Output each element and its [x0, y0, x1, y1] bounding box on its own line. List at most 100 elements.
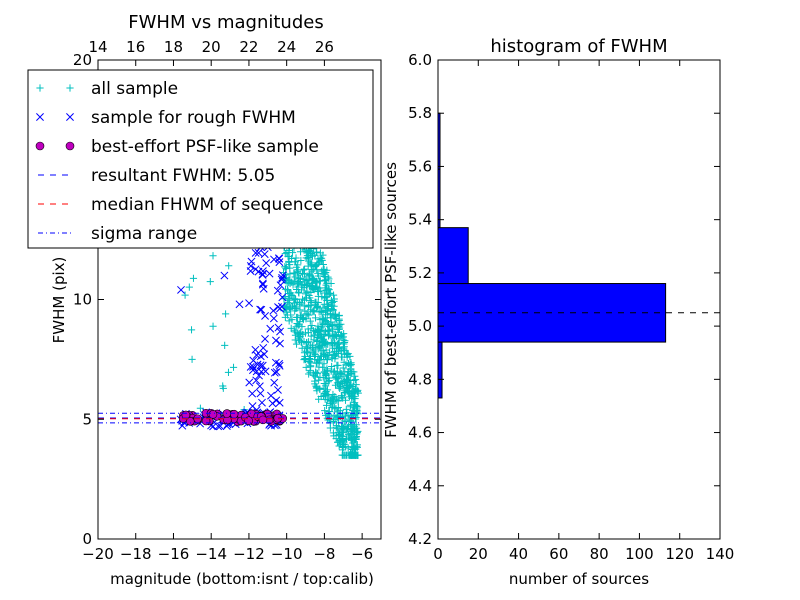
legend-entry: sample for rough FWHM — [36, 108, 296, 128]
plus-marker — [331, 314, 339, 322]
plus-marker — [307, 325, 315, 333]
plus-marker — [303, 247, 311, 256]
plus-marker — [322, 401, 331, 410]
plus-marker — [333, 412, 341, 420]
legend: all sample sample for rough FWHM best-effo… — [27, 69, 374, 249]
plus-marker — [281, 250, 289, 258]
legend-entry: median FHWM of sequence — [38, 195, 323, 215]
histogram-bar — [437, 227, 469, 285]
plus-marker — [298, 269, 307, 278]
x-marker — [258, 270, 267, 279]
plus-marker — [314, 333, 322, 341]
plus-marker — [282, 263, 290, 271]
plus-marker — [305, 370, 313, 378]
plus-marker — [308, 259, 316, 267]
x-marker — [276, 304, 284, 313]
x-tick-label: 40 — [509, 545, 528, 563]
plus-marker — [313, 369, 322, 377]
plus-marker — [323, 296, 331, 304]
x-tick-label: 0 — [433, 545, 443, 563]
circle-marker — [65, 141, 75, 151]
x-marker — [257, 305, 266, 314]
plus-marker — [66, 84, 74, 92]
plus-marker — [337, 370, 345, 378]
plus-marker — [323, 314, 331, 322]
fwhm-histogram-plot: 0 20 40 60 80 100 120 140 4.2 4.4 4.6 4.8 5.0 5.2 5.4 5… — [382, 36, 734, 588]
x-marker — [255, 382, 264, 391]
y-tick-label: 5 — [82, 410, 92, 428]
plus-marker — [333, 368, 341, 376]
plus-marker — [328, 362, 336, 371]
plus-marker — [332, 315, 341, 323]
x-marker — [272, 368, 281, 376]
plus-marker — [325, 275, 333, 283]
plus-marker — [334, 396, 342, 404]
top-tick-label: 20 — [202, 38, 221, 56]
y-tick-label: 6.0 — [408, 51, 432, 69]
x-marker — [251, 248, 260, 257]
plus-marker — [315, 376, 323, 384]
plus-marker — [326, 349, 334, 357]
y-tick-label: 5.4 — [408, 211, 432, 229]
plus-marker — [353, 441, 361, 449]
plus-marker — [318, 315, 326, 323]
right-y-axis-label: FWHM of best-effort PSF-like sources — [382, 162, 400, 438]
plus-marker — [328, 404, 336, 412]
x-marker — [252, 376, 261, 385]
plus-marker — [296, 248, 305, 256]
plus-marker — [334, 438, 342, 446]
left-y-axis-label: FWHM (pix) — [50, 257, 68, 344]
x-marker — [257, 367, 266, 376]
plus-marker — [219, 384, 227, 392]
plus-marker — [285, 276, 293, 284]
plus-marker — [299, 281, 307, 289]
x-marker — [220, 271, 229, 280]
plus-marker — [292, 303, 300, 311]
y-tick-label: 4.2 — [408, 530, 432, 548]
plus-marker — [329, 291, 338, 299]
y-tick-label: 4.6 — [408, 424, 432, 442]
plus-marker — [309, 307, 317, 316]
plus-marker — [185, 283, 193, 291]
plus-marker — [308, 321, 316, 330]
plus-marker — [323, 356, 331, 364]
plus-marker — [221, 310, 230, 318]
plus-marker — [281, 313, 289, 321]
plus-marker — [221, 341, 229, 349]
plus-marker — [348, 451, 357, 459]
plus-marker — [351, 394, 359, 403]
x-marker — [278, 293, 287, 302]
plus-marker — [335, 383, 343, 391]
plus-marker — [306, 317, 314, 325]
plus-marker — [329, 306, 337, 314]
plus-marker — [321, 395, 329, 403]
x-marker — [273, 286, 282, 295]
x-tick-label: −10 — [271, 545, 303, 563]
plus-marker — [317, 287, 325, 295]
plus-marker — [337, 432, 345, 440]
plus-marker — [285, 257, 293, 265]
legend-label: sigma range — [91, 224, 197, 244]
plus-marker — [343, 409, 351, 417]
x-marker — [247, 257, 256, 266]
plus-marker — [343, 435, 351, 443]
plus-marker — [339, 443, 347, 451]
plus-marker — [224, 368, 233, 376]
plus-marker — [339, 425, 347, 433]
x-marker — [260, 250, 269, 259]
plus-marker — [292, 323, 300, 331]
x-tick-label: 140 — [706, 545, 735, 563]
plus-marker — [326, 310, 334, 318]
plus-marker — [330, 432, 338, 440]
y-tick-label: 4.4 — [408, 477, 432, 495]
plus-marker — [320, 360, 328, 368]
top-tick-label: 18 — [164, 38, 183, 56]
legend-label: resultant FWHM: 5.05 — [91, 166, 275, 186]
x-tick-label: −14 — [195, 545, 227, 563]
plus-marker — [347, 381, 355, 389]
plus-marker — [321, 390, 329, 398]
plus-marker — [209, 322, 217, 330]
plus-marker — [309, 283, 317, 291]
plus-marker — [326, 289, 335, 297]
